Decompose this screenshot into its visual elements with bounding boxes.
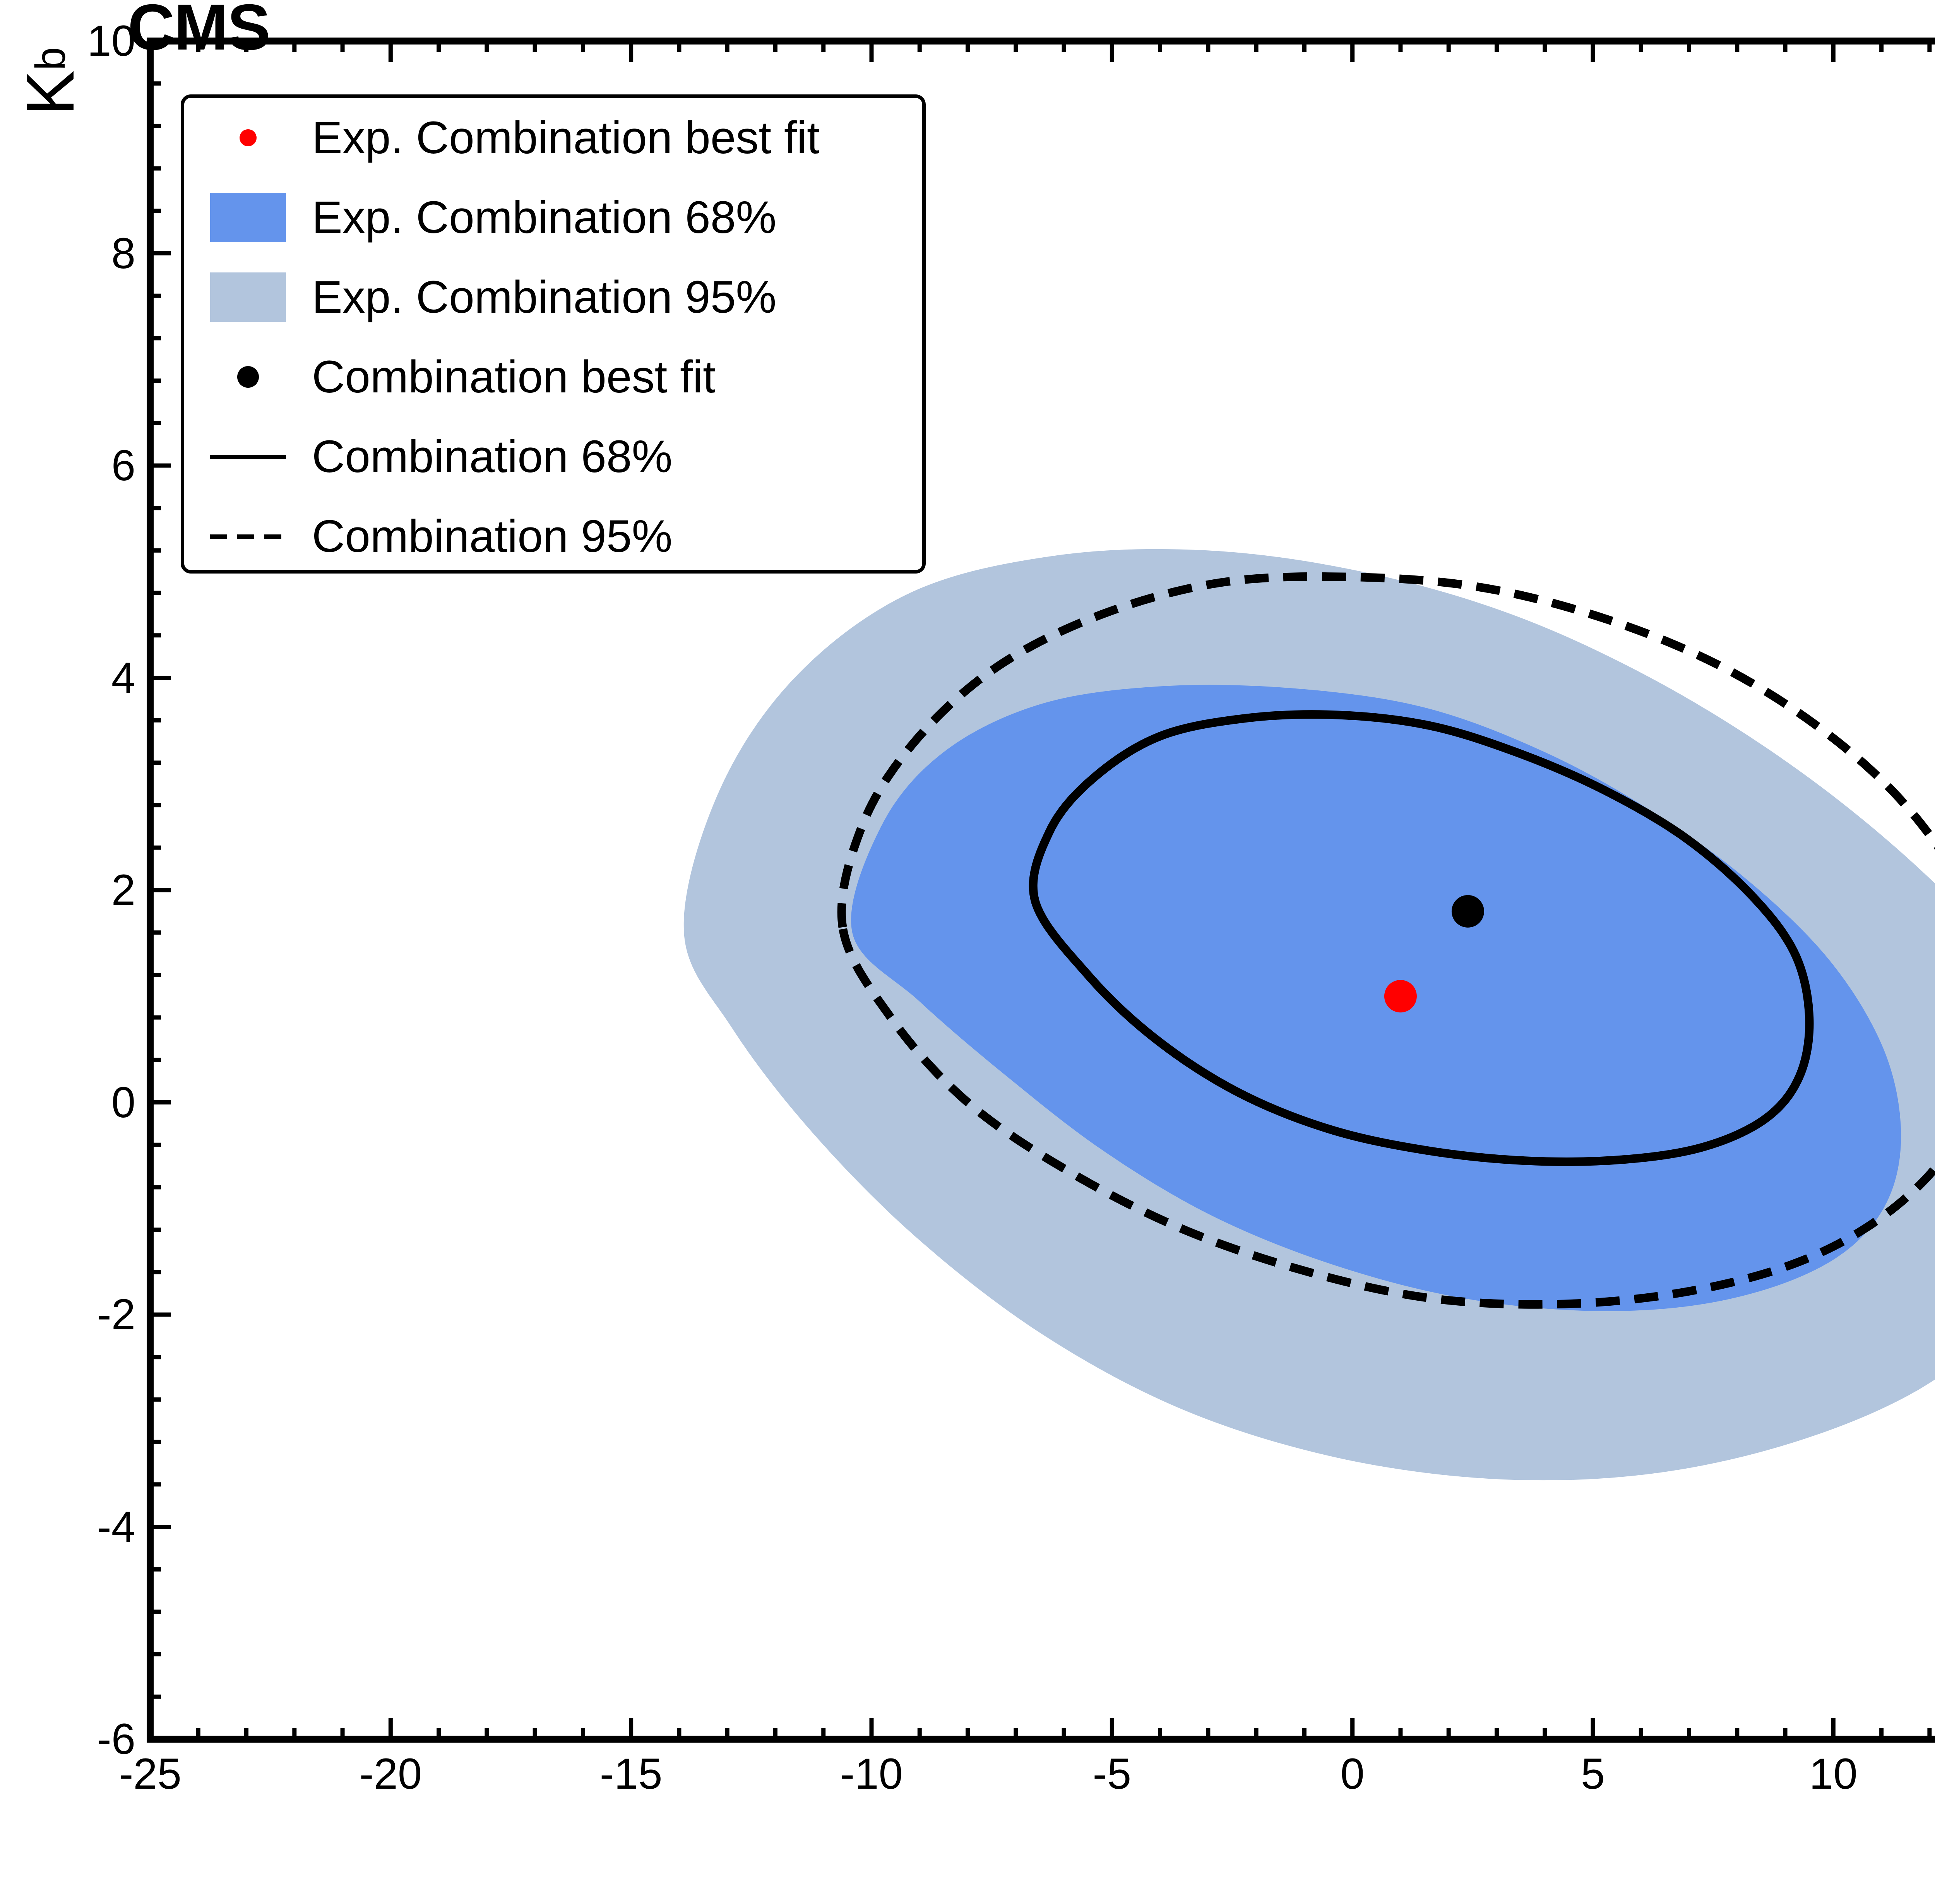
legend-item-label: Exp. Combination best fit [312, 112, 820, 163]
x-tick-label: 0 [1340, 1750, 1365, 1798]
y-tick-label: 6 [111, 441, 135, 490]
y-tick-label: 8 [111, 229, 135, 277]
legend-item[interactable]: Combination best fit [184, 337, 922, 417]
y-tick-label: 4 [111, 653, 135, 702]
x-tick-label: -20 [359, 1750, 422, 1798]
x-tick-label: -25 [119, 1750, 182, 1798]
x-tick-label: -5 [1093, 1750, 1132, 1798]
x-tick-label: 10 [1809, 1750, 1858, 1798]
legend[interactable]: Exp. Combination best fit Exp. Combinatio… [181, 94, 926, 574]
legend-black-dot-icon [237, 366, 259, 388]
legend-blue-swatch-icon [210, 193, 286, 242]
y-tick-label: -6 [97, 1715, 135, 1763]
y-tick-label: -4 [97, 1502, 135, 1551]
obs-best-fit-marker [1451, 895, 1484, 928]
legend-item-label: Exp. Combination 95% [312, 272, 777, 323]
legend-red-dot-icon [240, 129, 257, 146]
legend-item[interactable]: Combination 95% [184, 497, 922, 576]
legend-item-label: Combination 95% [312, 511, 673, 562]
legend-item[interactable]: Combination 68% [184, 417, 922, 497]
legend-item[interactable]: Exp. Combination 95% [184, 257, 922, 337]
y-tick-label: 2 [111, 866, 135, 914]
legend-dashed-line-icon [210, 534, 286, 539]
x-tick-label: -15 [599, 1750, 663, 1798]
x-tick-label: -10 [840, 1750, 903, 1798]
legend-solid-line-icon [210, 454, 286, 459]
legend-item[interactable]: Exp. Combination 68% [184, 178, 922, 257]
legend-item[interactable]: Exp. Combination best fit [184, 98, 922, 178]
legend-item-label: Exp. Combination 68% [312, 192, 777, 243]
legend-item-label: Combination 68% [312, 431, 673, 482]
y-tick-label: 10 [87, 17, 135, 65]
legend-item-label: Combination best fit [312, 351, 716, 402]
y-tick-label: -2 [97, 1290, 135, 1339]
x-tick-label: 5 [1581, 1750, 1605, 1798]
legend-lightblue-swatch-icon [210, 272, 286, 322]
exp-best-fit-marker [1384, 980, 1417, 1013]
y-tick-label: 0 [111, 1078, 135, 1127]
